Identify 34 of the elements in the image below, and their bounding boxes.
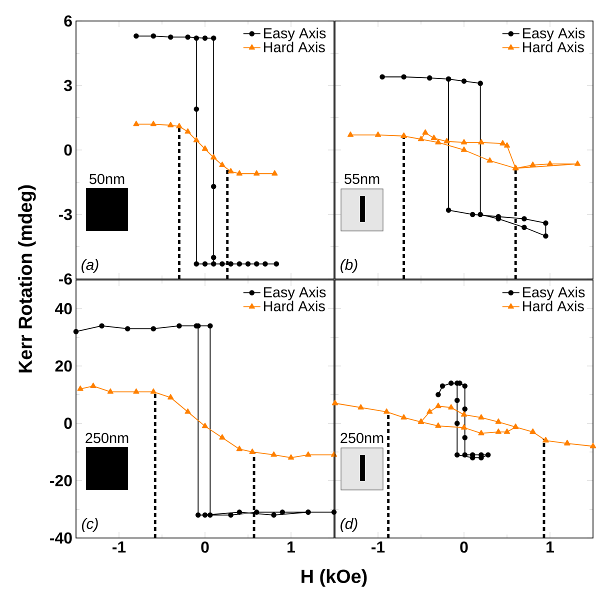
x-tick-label: 1: [288, 542, 295, 552]
legend-label: Hard Axis: [264, 300, 325, 312]
annotation: (c): [82, 518, 98, 532]
annotation: 55nm: [344, 174, 380, 184]
annotation: (a): [82, 259, 98, 273]
legend-label: Hard Axis: [264, 42, 325, 52]
y-tick-label: 0: [64, 418, 72, 429]
y-tick-label: 20: [55, 360, 72, 372]
annotation: 250nm: [340, 432, 384, 444]
legend-label: Easy Axis: [523, 28, 585, 42]
annotation: 250nm: [86, 432, 128, 444]
y-tick-label: 40: [54, 303, 72, 314]
x-tick-label: -1: [372, 542, 385, 552]
y-tick-label: 6: [64, 15, 72, 27]
y-tick-label: 0: [64, 144, 72, 156]
legend-label: Easy Axis: [523, 286, 585, 300]
annotation: (d): [340, 518, 358, 532]
x-axis-title: H (kOe): [302, 569, 367, 587]
y-tick-label: -20: [50, 475, 72, 486]
legend-label: Easy Axis: [264, 28, 326, 42]
legend-label: Easy Axis: [264, 286, 326, 300]
x-tick-label: 0: [460, 542, 468, 553]
y-tick-label: -6: [58, 273, 72, 285]
y-tick-label: 3: [64, 80, 72, 92]
y-tick-label: -40: [50, 532, 72, 544]
x-tick-label: 0: [201, 542, 209, 553]
legend-label: Hard Axis: [523, 300, 584, 312]
legend-label: Hard Axis: [523, 42, 584, 52]
y-tick-label: -3: [58, 208, 72, 220]
annotation: (b): [340, 259, 358, 273]
x-tick-label: -1: [112, 542, 126, 552]
y-axis-title: Kerr Rotation (mdeg): [18, 185, 36, 372]
annotation: 50nm: [90, 174, 124, 184]
x-tick-label: 1: [546, 542, 554, 552]
